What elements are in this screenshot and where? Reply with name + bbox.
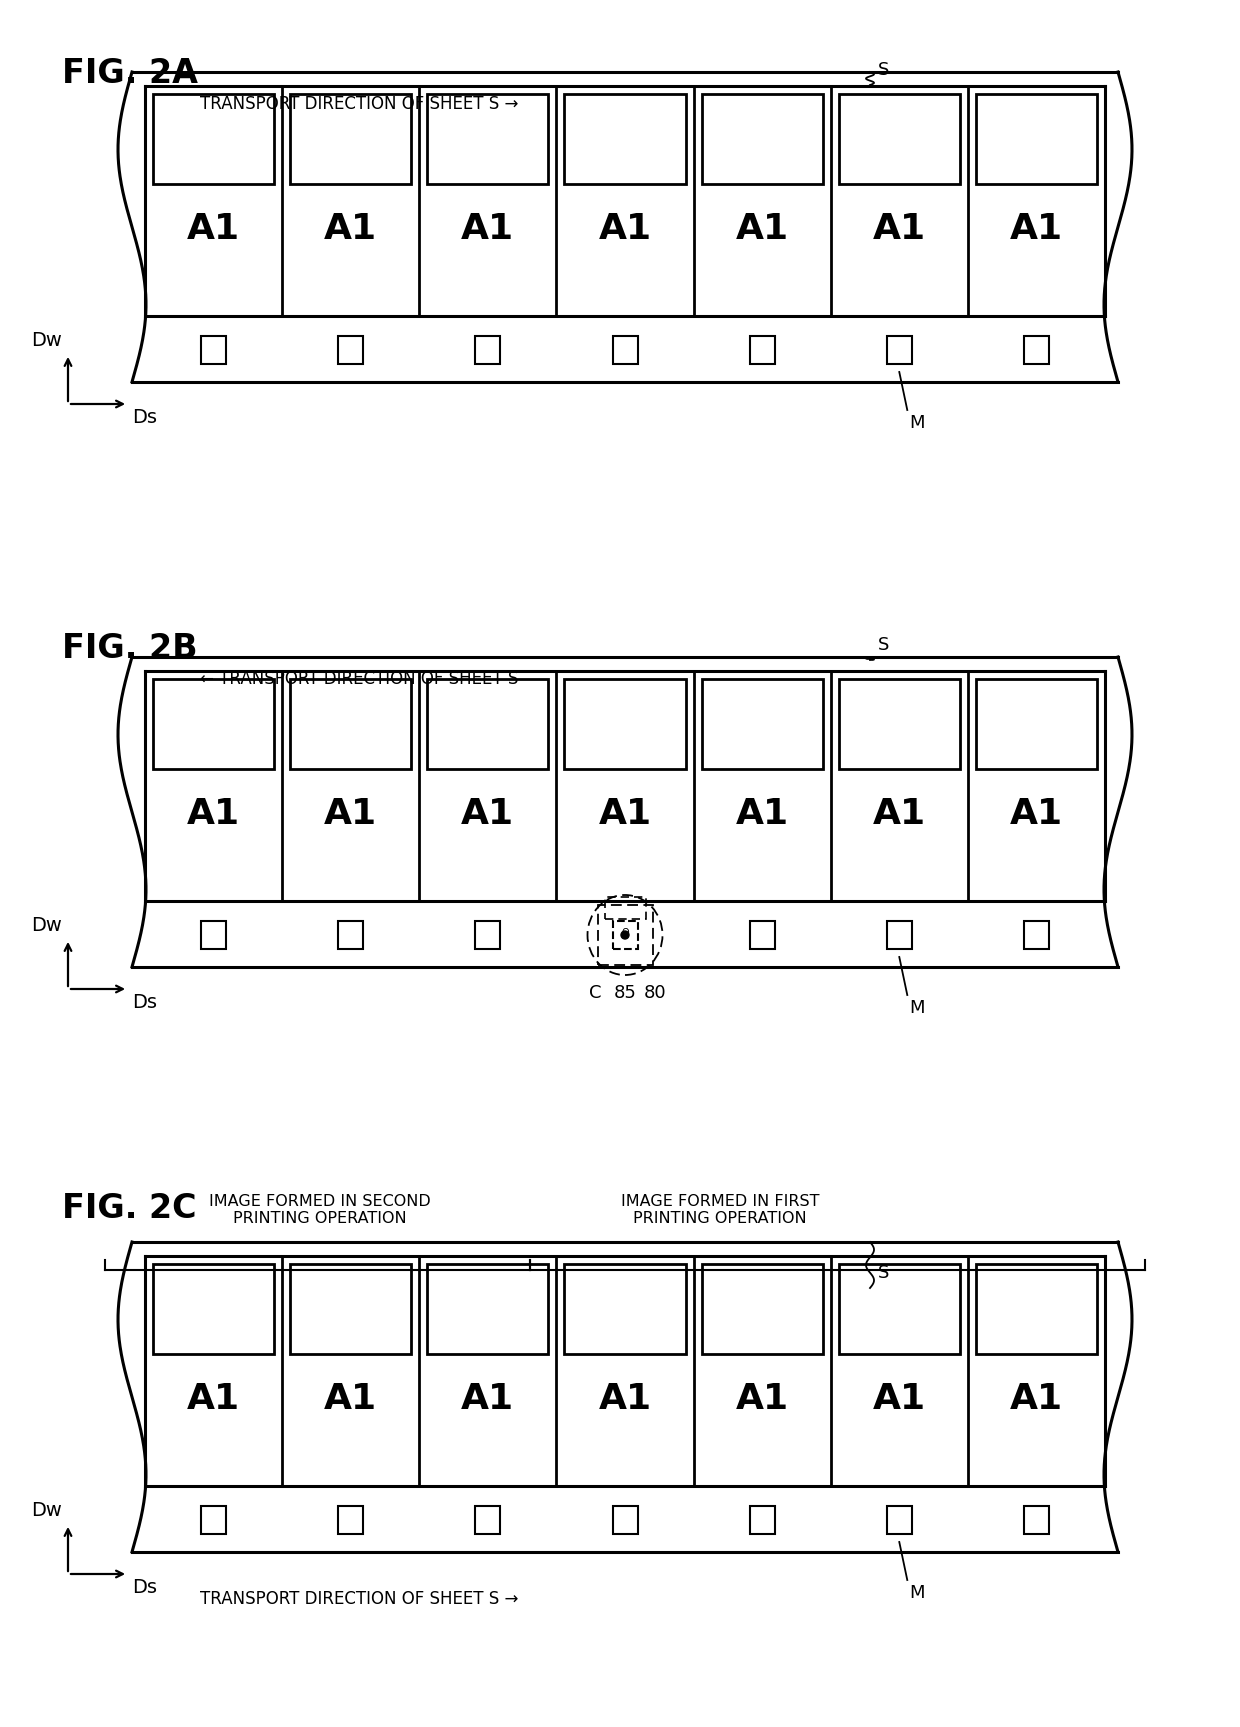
Text: A1: A1 xyxy=(873,1382,926,1416)
Text: A1: A1 xyxy=(324,1382,377,1416)
Text: A1: A1 xyxy=(187,1382,241,1416)
Bar xyxy=(976,679,1097,769)
Bar xyxy=(887,920,911,950)
Text: Dw: Dw xyxy=(31,1501,62,1520)
Text: TRANSPORT DIRECTION OF SHEET S →: TRANSPORT DIRECTION OF SHEET S → xyxy=(200,95,518,112)
Text: A1: A1 xyxy=(187,796,241,831)
Text: A1: A1 xyxy=(735,1382,789,1416)
Text: FIG. 2C: FIG. 2C xyxy=(62,1192,197,1224)
Bar xyxy=(339,920,363,950)
Text: A1: A1 xyxy=(461,1382,515,1416)
Bar xyxy=(428,93,548,185)
Bar xyxy=(887,1506,911,1534)
Bar xyxy=(428,1264,548,1354)
Text: S: S xyxy=(878,60,889,79)
Text: A1: A1 xyxy=(873,796,926,831)
Bar xyxy=(153,1264,274,1354)
Text: FIG. 2B: FIG. 2B xyxy=(62,632,197,665)
Bar xyxy=(564,93,686,185)
Bar xyxy=(598,905,652,965)
Text: A1: A1 xyxy=(1009,212,1063,245)
Bar xyxy=(613,1506,637,1534)
Text: A1: A1 xyxy=(599,212,651,245)
Bar xyxy=(702,93,822,185)
Text: A1: A1 xyxy=(461,212,515,245)
Bar xyxy=(475,1506,501,1534)
Bar xyxy=(1024,1506,1049,1534)
Text: A1: A1 xyxy=(324,796,377,831)
Bar xyxy=(702,1264,822,1354)
Bar xyxy=(887,337,911,364)
Text: Ds: Ds xyxy=(131,1578,157,1597)
Text: S: S xyxy=(878,636,889,655)
Text: A1: A1 xyxy=(735,212,789,245)
Bar xyxy=(976,1264,1097,1354)
Bar xyxy=(613,337,637,364)
Bar xyxy=(605,896,646,919)
Text: Q: Q xyxy=(621,927,629,938)
Bar xyxy=(750,1506,775,1534)
Text: S: S xyxy=(878,1264,889,1281)
Bar xyxy=(290,1264,412,1354)
Text: A1: A1 xyxy=(461,796,515,831)
Bar xyxy=(475,337,501,364)
Bar xyxy=(290,93,412,185)
Text: 80: 80 xyxy=(644,984,666,1002)
Bar xyxy=(976,93,1097,185)
Bar xyxy=(1024,920,1049,950)
Bar xyxy=(201,1506,226,1534)
Text: ← TRANSPORT DIRECTION OF SHEET S: ← TRANSPORT DIRECTION OF SHEET S xyxy=(200,670,518,687)
Bar xyxy=(564,679,686,769)
Bar xyxy=(750,337,775,364)
Text: TRANSPORT DIRECTION OF SHEET S →: TRANSPORT DIRECTION OF SHEET S → xyxy=(200,1591,518,1608)
Text: Ds: Ds xyxy=(131,408,157,427)
Text: IMAGE FORMED IN FIRST
PRINTING OPERATION: IMAGE FORMED IN FIRST PRINTING OPERATION xyxy=(621,1193,820,1226)
Text: A1: A1 xyxy=(873,212,926,245)
Text: A1: A1 xyxy=(735,796,789,831)
Bar xyxy=(153,93,274,185)
Text: M: M xyxy=(909,998,925,1017)
Bar xyxy=(153,679,274,769)
Bar xyxy=(838,1264,960,1354)
Text: A1: A1 xyxy=(187,212,241,245)
Text: A1: A1 xyxy=(599,796,651,831)
Bar xyxy=(339,337,363,364)
Bar xyxy=(428,679,548,769)
Text: Dw: Dw xyxy=(31,915,62,934)
Bar xyxy=(339,1506,363,1534)
Text: M: M xyxy=(909,1584,925,1603)
Bar xyxy=(838,93,960,185)
Text: A1: A1 xyxy=(1009,796,1063,831)
Bar xyxy=(702,679,822,769)
Text: 85: 85 xyxy=(614,984,636,1002)
Text: Ds: Ds xyxy=(131,993,157,1012)
Text: M: M xyxy=(909,414,925,432)
Text: FIG. 2A: FIG. 2A xyxy=(62,57,198,90)
Circle shape xyxy=(621,931,629,939)
Bar xyxy=(290,679,412,769)
Bar xyxy=(613,920,637,950)
Bar xyxy=(564,1264,686,1354)
Text: IMAGE FORMED IN SECOND
PRINTING OPERATION: IMAGE FORMED IN SECOND PRINTING OPERATIO… xyxy=(210,1193,430,1226)
Text: C: C xyxy=(589,984,601,1002)
Bar xyxy=(201,920,226,950)
Text: Dw: Dw xyxy=(31,332,62,351)
Bar xyxy=(1024,337,1049,364)
Bar xyxy=(475,920,501,950)
Text: A1: A1 xyxy=(599,1382,651,1416)
Bar xyxy=(201,337,226,364)
Text: A1: A1 xyxy=(1009,1382,1063,1416)
Text: A1: A1 xyxy=(324,212,377,245)
Bar xyxy=(838,679,960,769)
Bar xyxy=(750,920,775,950)
